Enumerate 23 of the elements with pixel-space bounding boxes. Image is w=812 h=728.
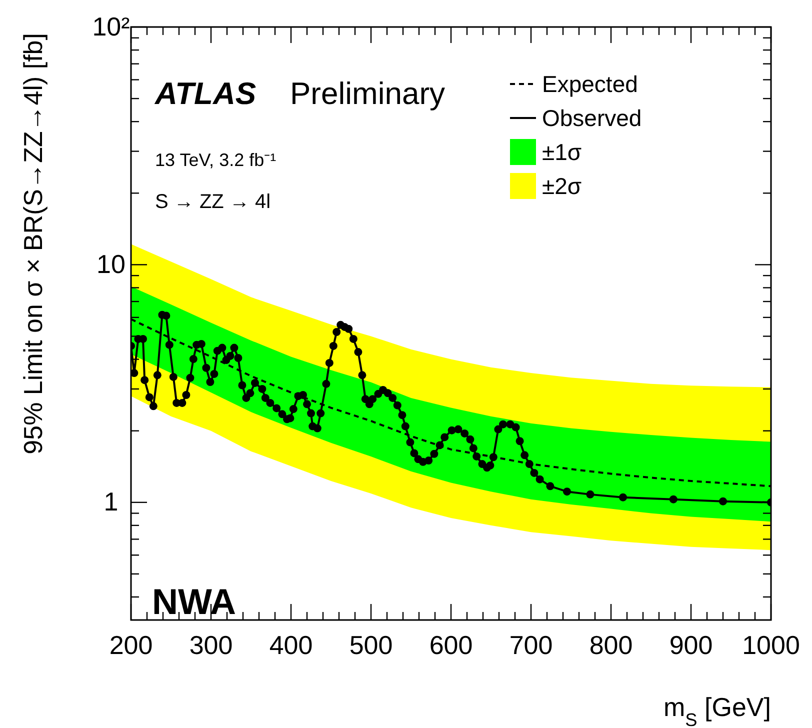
y-tick-label: 10	[96, 249, 126, 280]
x-tick-label: 1000	[742, 630, 800, 660]
y-axis-title: 95% Limit on σ × BR(S→ZZ→4l) [fb]	[18, 33, 48, 454]
annotation: ATLAS	[154, 76, 256, 111]
legend-label: Observed	[542, 105, 642, 131]
y-tick-label: 1	[104, 486, 118, 517]
x-tick-label: 600	[429, 630, 473, 660]
x-tick-label: 200	[109, 630, 153, 660]
x-tick-label: 700	[509, 630, 553, 660]
x-tick-label: 800	[589, 630, 633, 660]
annotation: Preliminary	[290, 76, 446, 111]
annotation: 13 TeV, 3.2 fb⁻¹	[155, 150, 276, 170]
legend-label: ±2σ	[542, 173, 582, 199]
y-tick-label: 10²	[92, 11, 130, 42]
annotation: S → ZZ → 4l	[155, 191, 271, 213]
annotation: NWA	[152, 581, 236, 622]
legend-label: ±1σ	[542, 139, 582, 165]
x-tick-label: 300	[189, 630, 233, 660]
x-tick-label: 400	[269, 630, 313, 660]
x-tick-label: 900	[669, 630, 713, 660]
x-axis-title: m$_{S}$ [GeV]	[663, 692, 771, 728]
legend-label: Expected	[542, 71, 638, 97]
x-tick-label: 500	[349, 630, 393, 660]
